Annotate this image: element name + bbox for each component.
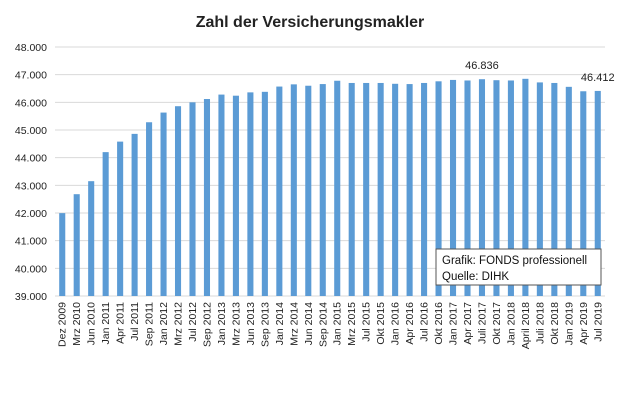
x-tick-label: Okt 2015 xyxy=(375,302,387,345)
bar xyxy=(174,106,182,296)
x-tick-label: Sep 2013 xyxy=(259,302,271,347)
bar xyxy=(305,85,312,296)
x-tick-label: Mrz 2010 xyxy=(71,302,83,346)
bar xyxy=(363,82,370,296)
bar xyxy=(276,86,283,297)
x-tick-label: Apr 2019 xyxy=(578,302,590,345)
x-tick-label: Okt 2018 xyxy=(549,302,561,345)
chart-title: Zahl der Versicherungsmakler xyxy=(196,14,425,31)
data-label: 46.836 xyxy=(465,60,499,72)
x-tick-label: Jun 2013 xyxy=(245,302,257,345)
y-tick-label: 41.000 xyxy=(15,236,47,248)
bar xyxy=(131,133,138,296)
bar xyxy=(522,78,529,296)
x-tick-label: Jan 2016 xyxy=(390,302,402,345)
x-tick-label: Sep 2011 xyxy=(144,302,156,346)
x-tick-label: Jul 2011 xyxy=(129,302,141,341)
bar xyxy=(464,80,471,296)
x-tick-label: Jun 2010 xyxy=(86,302,98,345)
bar xyxy=(247,92,254,296)
bar xyxy=(507,80,514,296)
x-tick-label: Jul 2015 xyxy=(361,302,373,342)
bar xyxy=(334,80,341,297)
bar xyxy=(290,84,297,296)
y-tick-label: 45.000 xyxy=(15,125,47,137)
x-tick-label: Mrz 2013 xyxy=(230,302,242,346)
data-label: 46.412 xyxy=(581,72,615,84)
y-axis-ticks: 39.000 40.000 41.000 42.000 43.000 44.000 45.0… xyxy=(15,42,47,303)
x-tick-label: Jan 2014 xyxy=(274,302,286,345)
x-tick-label: Juli 2018 xyxy=(534,302,546,344)
bar xyxy=(189,102,196,296)
bar xyxy=(435,81,442,296)
x-tick-label: Okt 2016 xyxy=(433,302,445,345)
bar xyxy=(449,79,457,296)
source-annotation: Grafik: FONDS professionell Quelle: DIHK xyxy=(435,248,602,286)
bar xyxy=(493,80,500,296)
y-tick-label: 47.000 xyxy=(15,70,47,82)
x-tick-label: Jan 2013 xyxy=(216,302,228,345)
x-tick-label: Dez 2009 xyxy=(57,302,69,347)
x-tick-label: Jan 2019 xyxy=(563,302,575,345)
x-tick-label: Apr 2016 xyxy=(404,302,416,345)
y-tick-label: 40.000 xyxy=(15,263,47,275)
bar xyxy=(319,84,326,296)
annotation-source: Quelle: DIHK xyxy=(442,271,509,283)
x-tick-label: April 2018 xyxy=(520,302,532,349)
bar xyxy=(102,152,109,296)
bar xyxy=(59,213,66,296)
bar xyxy=(580,91,587,297)
x-tick-label: Jan 2012 xyxy=(158,302,170,345)
y-tick-label: 46.000 xyxy=(15,97,47,109)
bar xyxy=(160,112,167,296)
x-tick-label: Apr 2011 xyxy=(115,302,127,344)
bar xyxy=(146,122,153,297)
y-tick-label: 42.000 xyxy=(15,208,47,220)
bar xyxy=(565,86,572,296)
bar xyxy=(117,141,124,296)
x-tick-label: Okt 2017 xyxy=(491,302,503,345)
bar xyxy=(377,82,384,296)
x-axis-ticks: Dez 2009 Mrz 2010 Jun 2010 Jan 2011 Apr 2011… xyxy=(57,302,605,349)
x-tick-label: Jul 2012 xyxy=(187,302,199,342)
x-tick-label: Mrz 2015 xyxy=(346,302,358,346)
x-tick-label: Jan 2015 xyxy=(332,302,344,345)
x-tick-label: Mrz 2012 xyxy=(173,302,185,346)
y-tick-label: 43.000 xyxy=(15,180,47,192)
x-tick-label: Juli 2017 xyxy=(476,302,488,344)
x-tick-label: Jan 2017 xyxy=(448,302,460,345)
x-tick-label: Apr 2017 xyxy=(462,302,474,345)
annotation-credit: Grafik: FONDS professionell xyxy=(442,255,587,267)
bar xyxy=(348,82,355,296)
annotation-box xyxy=(435,248,602,286)
bar xyxy=(421,82,428,296)
x-tick-label: Mrz 2014 xyxy=(288,302,300,346)
x-tick-label: Sep 2012 xyxy=(201,302,213,347)
bar xyxy=(73,194,80,296)
bar xyxy=(551,82,558,296)
y-tick-label: 44.000 xyxy=(15,153,47,165)
x-tick-label: Jul 2016 xyxy=(419,302,431,342)
bar xyxy=(203,99,211,296)
bar xyxy=(88,181,95,296)
y-tick-label: 48.000 xyxy=(15,42,47,54)
x-tick-label: Jun 2014 xyxy=(303,302,315,345)
bar xyxy=(594,90,601,297)
x-tick-label: Jan 2018 xyxy=(505,302,517,345)
bar xyxy=(392,83,399,297)
bar xyxy=(218,94,225,296)
bars xyxy=(59,78,601,297)
bar xyxy=(536,82,543,296)
bar xyxy=(261,91,268,296)
x-tick-label: Jan 2011 xyxy=(100,302,112,345)
data-labels: 46.836 46.412 xyxy=(465,60,614,84)
x-tick-label: Jul 2019 xyxy=(592,302,604,342)
x-tick-label: Sep 2014 xyxy=(317,302,329,347)
bar xyxy=(232,95,239,297)
y-tick-label: 39.000 xyxy=(15,291,47,303)
bar xyxy=(406,84,413,296)
bar xyxy=(478,79,486,296)
